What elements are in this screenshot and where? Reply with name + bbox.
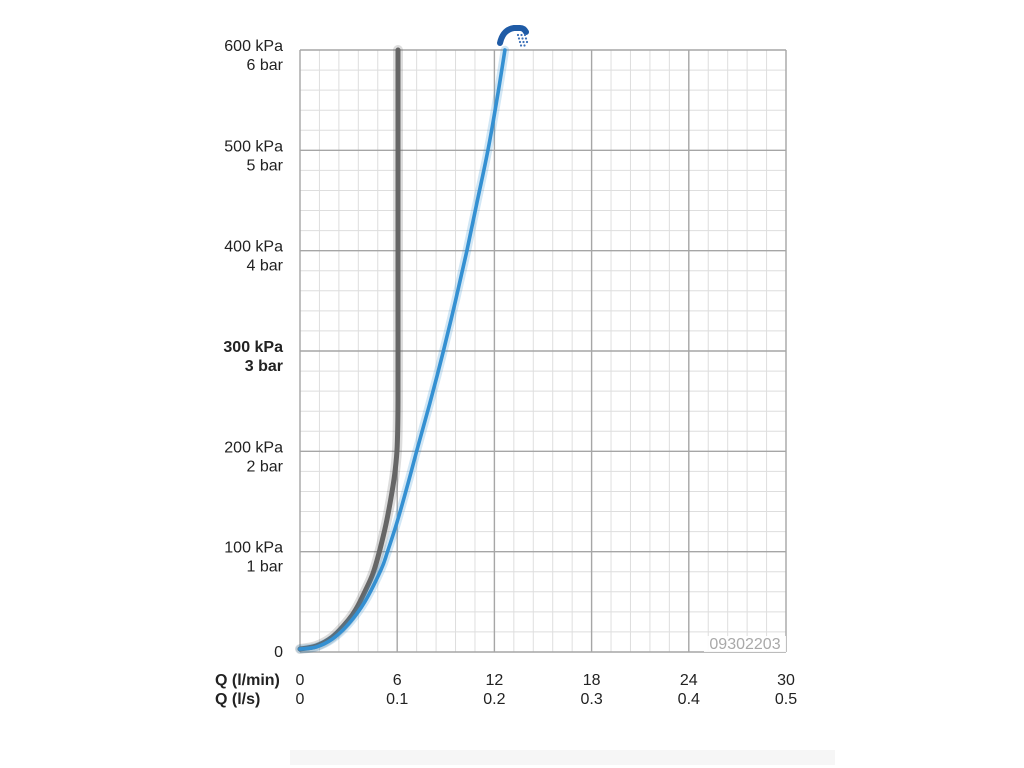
spray-dot bbox=[518, 40, 522, 44]
spray-dot bbox=[517, 37, 521, 40]
spray-dot bbox=[522, 40, 525, 44]
y-tick-label-600-kpa: 600 kPa bbox=[224, 38, 283, 55]
y-tick-label-100-bar: 1 bar bbox=[247, 559, 284, 576]
x-tick-label-ls-1: 0.1 bbox=[386, 691, 408, 708]
spray-dot bbox=[523, 33, 527, 37]
series-layer bbox=[295, 45, 510, 654]
hand-shower-icon bbox=[497, 25, 529, 47]
x-axis-tick-labels: 0 0 6 0.1 12 0.2 18 0.3 24 0.4 30 0.5 bbox=[296, 672, 798, 708]
spray-dot bbox=[521, 37, 524, 40]
y-tick-label-400-bar: 4 bar bbox=[247, 258, 284, 275]
x-axis-title-ls: Q (l/s) bbox=[215, 691, 260, 708]
x-axis-title-lmin: Q (l/min) bbox=[215, 672, 280, 689]
y-tick-label-500-kpa: 500 kPa bbox=[224, 138, 283, 155]
y-tick-label-300-bar: 3 bar bbox=[245, 358, 283, 375]
flow-curve-2 bbox=[298, 48, 507, 651]
spray-dot bbox=[525, 40, 529, 44]
y-tick-label-400-kpa: 400 kPa bbox=[224, 239, 283, 256]
spray-dot bbox=[520, 33, 523, 37]
y-tick-label-200-bar: 2 bar bbox=[247, 458, 284, 475]
y-tick-label-600-bar: 6 bar bbox=[247, 57, 284, 74]
spray-dot bbox=[524, 37, 528, 40]
faint-caption-band bbox=[290, 750, 835, 765]
spray-dot bbox=[523, 44, 526, 47]
x-tick-label-ls-3: 0.3 bbox=[580, 691, 602, 708]
x-tick-label-lmin-30: 30 bbox=[777, 672, 795, 689]
y-tick-label-500-bar: 5 bar bbox=[247, 157, 284, 174]
shower-handle-shape bbox=[497, 25, 529, 46]
x-tick-label-lmin-12: 12 bbox=[486, 672, 504, 689]
flow-curve-1 bbox=[297, 47, 401, 652]
spray-dots bbox=[516, 33, 529, 47]
x-tick-label-ls-0: 0 bbox=[296, 691, 305, 708]
x-tick-label-lmin-24: 24 bbox=[680, 672, 698, 689]
x-tick-label-lmin-18: 18 bbox=[583, 672, 601, 689]
spray-dot bbox=[519, 44, 523, 47]
x-tick-label-ls-5: 0.5 bbox=[775, 691, 797, 708]
y-tick-label-100-kpa: 100 kPa bbox=[224, 540, 283, 557]
drawing-code-label: 09302203 bbox=[709, 636, 780, 653]
y-axis-tick-labels: 0 100 kPa 1 bar 200 kPa 2 bar 300 kPa 3 bar 400… bbox=[223, 38, 283, 661]
y-tick-label-300-kpa: 300 kPa bbox=[223, 339, 283, 356]
y-tick-label-200-kpa: 200 kPa bbox=[224, 439, 283, 456]
x-tick-label-ls-4: 0.4 bbox=[678, 691, 700, 708]
x-tick-label-ls-2: 0.2 bbox=[483, 691, 505, 708]
drawing-code-background bbox=[704, 636, 786, 652]
y-tick-label-0: 0 bbox=[274, 644, 283, 661]
spray-dot bbox=[516, 33, 520, 37]
x-tick-label-lmin-0: 0 bbox=[296, 672, 305, 689]
x-tick-label-lmin-6: 6 bbox=[393, 672, 402, 689]
